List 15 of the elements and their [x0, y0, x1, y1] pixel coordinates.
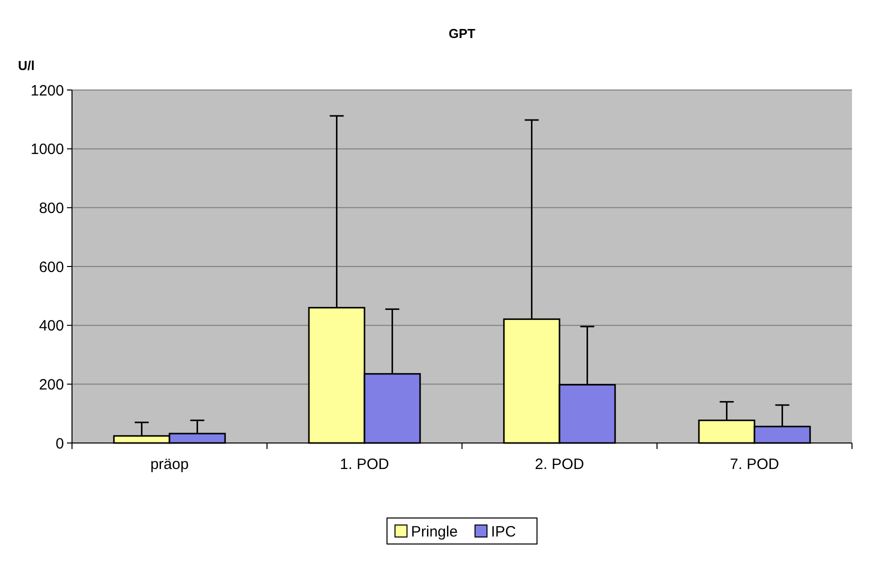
- chart-title: GPT: [448, 26, 476, 41]
- y-axis-title: U/l: [18, 58, 35, 73]
- legend-label: IPC: [491, 523, 516, 540]
- y-tick-label: 1000: [30, 141, 64, 158]
- y-tick-label: 400: [38, 318, 64, 335]
- y-tick-label: 0: [56, 435, 64, 452]
- legend-label: Pringle: [411, 523, 458, 540]
- y-tick-label: 1200: [30, 82, 64, 100]
- x-tick-label: 1. POD: [340, 456, 390, 473]
- y-tick-label: 200: [38, 376, 64, 394]
- y-tick-label: 600: [38, 258, 64, 276]
- y-tick-label: 800: [38, 200, 64, 217]
- x-tick-label: 2. POD: [534, 456, 584, 473]
- x-tick-label: 7. POD: [730, 456, 780, 473]
- x-tick-label: präop: [150, 456, 189, 473]
